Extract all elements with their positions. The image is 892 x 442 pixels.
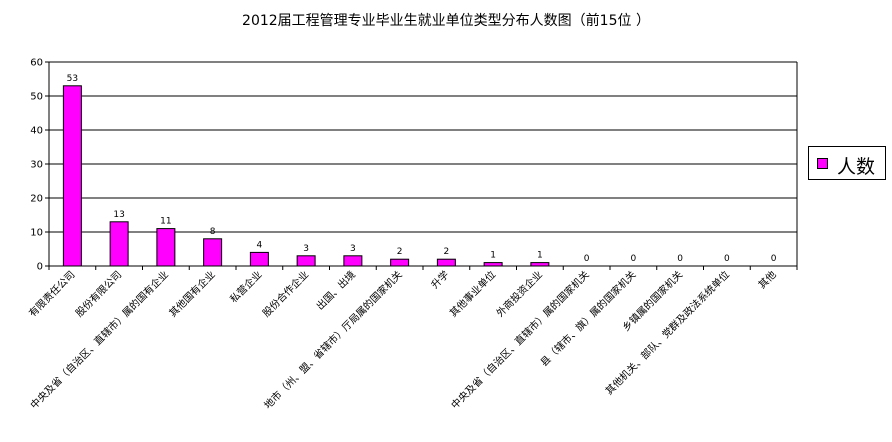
data-label: 13 [113,210,124,220]
data-label: 0 [631,254,637,264]
axes [48,62,798,267]
bars [62,85,550,267]
legend: 人数 [808,146,886,180]
data-label: 0 [724,254,730,264]
bar [436,258,456,267]
y-tick-label: 50 [30,92,43,103]
category-label: 外商投资企业 [493,268,545,320]
data-label: 3 [303,244,309,254]
y-axis-ticks: 0 10 20 30 40 50 60 [30,58,49,273]
data-label: 3 [350,244,356,254]
data-label: 11 [160,217,171,227]
bar [203,238,223,267]
y-tick-label: 30 [30,160,43,171]
y-tick-label: 40 [30,126,43,137]
category-label: 其他 [755,268,778,291]
category-label: 县（辖市、旗）属的国家机关 [537,268,638,369]
data-label: 0 [771,254,777,264]
data-label: 4 [257,240,263,250]
category-label: 股份合作企业 [260,268,312,320]
bar [483,262,503,267]
y-tick-label: 0 [37,262,43,273]
gridlines [49,61,797,233]
bar [109,221,129,267]
legend-swatch [817,158,828,169]
category-label: 股份有限公司 [73,268,125,320]
data-label: 2 [397,247,403,257]
bar [530,262,550,267]
category-label: 出国、出境 [313,268,358,313]
bar [62,85,82,267]
chart-title: 2012届工程管理专业毕业生就业单位类型分布人数图（前15位 ） [242,13,650,29]
bar [390,258,410,267]
bar [249,251,269,267]
data-label: 53 [67,74,78,84]
category-label: 其他国有企业 [166,268,218,320]
category-label: 私营企业 [227,268,264,305]
legend-label: 人数 [837,156,876,178]
category-label: 升学 [428,268,451,291]
category-label: 其他事业单位 [447,268,499,320]
data-label: 0 [677,254,683,264]
data-label: 1 [490,251,496,261]
data-label: 1 [537,251,543,261]
y-tick-label: 20 [30,194,43,205]
bar [343,255,363,267]
data-label: 2 [444,247,450,257]
data-label: 8 [210,227,216,237]
bar [296,255,316,267]
data-label: 0 [584,254,590,264]
category-label: 有限责任公司 [26,268,78,320]
y-tick-label: 10 [30,228,43,239]
y-tick-label: 60 [30,58,43,69]
bar [156,228,176,267]
